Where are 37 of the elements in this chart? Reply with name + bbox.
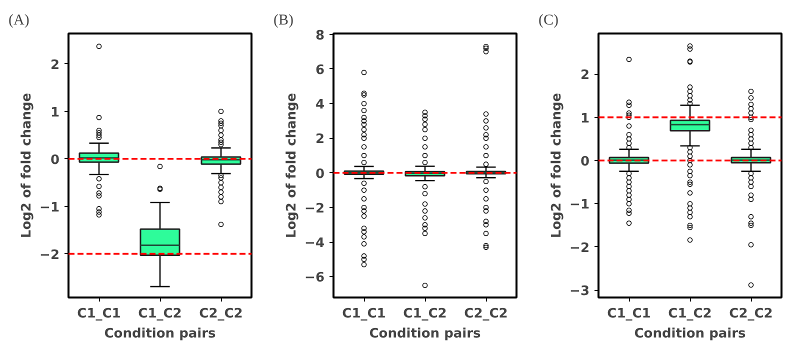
- y-tick-label: 4: [315, 98, 324, 113]
- x-tick-label: C1_C2: [403, 306, 447, 322]
- x-tick-label: C2_C2: [199, 306, 243, 322]
- x-tick-label: C1_C1: [607, 306, 651, 322]
- y-tick-label: 2: [50, 58, 60, 73]
- y-tick-label: 2: [580, 68, 590, 84]
- chart-title: (B): [274, 12, 294, 28]
- x-axis-title: Condition pairs: [104, 326, 216, 342]
- x-tick-label: C1_C1: [77, 306, 121, 322]
- x-tick-label: C1_C1: [342, 306, 386, 322]
- y-axis-title: Log2 of fold change: [550, 92, 565, 238]
- chart-title: (C): [538, 12, 558, 28]
- y-tick-label: 0: [580, 154, 590, 170]
- y-tick-label: −1: [570, 198, 590, 213]
- y-tick-label: −4: [304, 236, 325, 252]
- x-tick-label: C1_C2: [138, 306, 182, 322]
- y-tick-label: −3: [570, 284, 590, 300]
- y-tick-label: 0: [50, 152, 60, 168]
- y-axis-title: Log2 of fold change: [20, 92, 35, 238]
- y-tick-label: −6: [304, 270, 325, 286]
- x-axis-title: Condition pairs: [369, 326, 482, 342]
- x-axis-title: Condition pairs: [634, 326, 746, 342]
- y-tick-label: 1: [50, 105, 60, 120]
- y-tick-label: 0: [315, 166, 324, 182]
- x-tick-label: C2_C2: [729, 306, 773, 322]
- y-tick-label: 8: [315, 28, 324, 44]
- x-tick-label: C1_C2: [668, 306, 712, 322]
- y-tick-label: 2: [315, 132, 324, 148]
- x-tick-label: C2_C2: [464, 306, 508, 322]
- y-tick-label: 1: [580, 111, 590, 126]
- y-tick-label: −1: [40, 200, 60, 216]
- chart-title: (A): [8, 12, 30, 28]
- y-tick-label: 6: [315, 62, 324, 78]
- y-axis-title: Log2 of fold change: [284, 92, 300, 238]
- y-tick-label: −2: [40, 248, 60, 263]
- y-tick-label: −2: [570, 240, 590, 256]
- y-tick-label: −2: [304, 201, 325, 216]
